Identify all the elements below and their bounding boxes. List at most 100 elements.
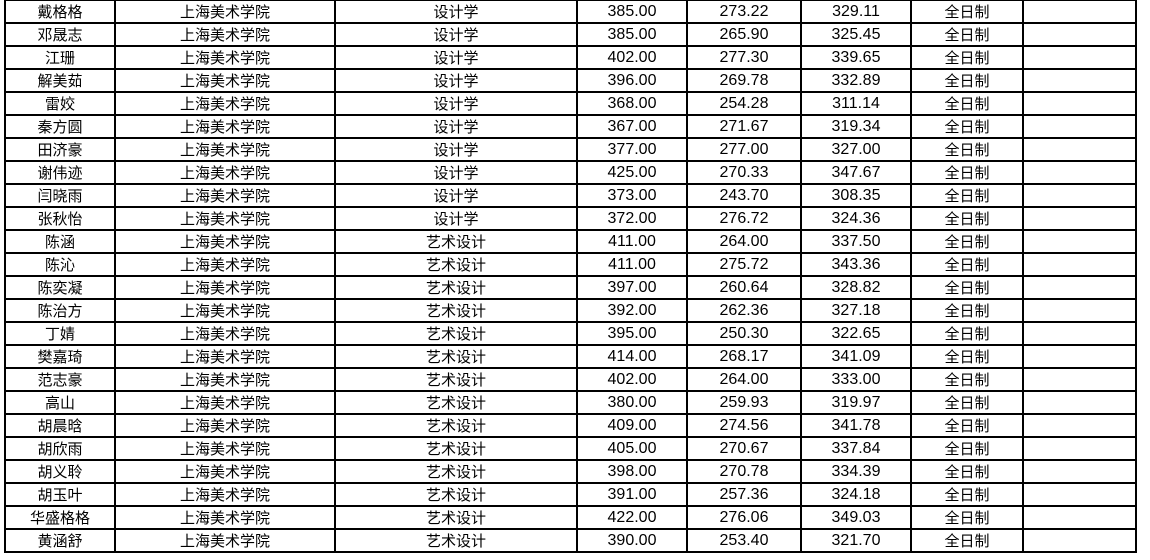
table-row: 丁婧 上海美术学院 艺术设计 395.00 250.30 322.65 全日制 bbox=[4, 321, 1137, 346]
note-cell bbox=[1022, 114, 1137, 139]
major-cell: 设计学 bbox=[334, 160, 578, 185]
student-name-cell: 解美茹 bbox=[4, 68, 116, 93]
score-3-cell: 333.00 bbox=[800, 367, 912, 392]
note-cell bbox=[1022, 459, 1137, 484]
score-2-cell: 268.17 bbox=[686, 344, 802, 369]
student-name-cell: 谢伟迹 bbox=[4, 160, 116, 185]
score-2-cell: 260.64 bbox=[686, 275, 802, 300]
study-mode-cell: 全日制 bbox=[910, 413, 1024, 438]
score-3-cell: 343.36 bbox=[800, 252, 912, 277]
school-cell: 上海美术学院 bbox=[114, 0, 336, 24]
table-row: 邓晟志 上海美术学院 设计学 385.00 265.90 325.45 全日制 bbox=[4, 22, 1137, 47]
table-row: 高山 上海美术学院 艺术设计 380.00 259.93 319.97 全日制 bbox=[4, 390, 1137, 415]
table-row: 谢伟迹 上海美术学院 设计学 425.00 270.33 347.67 全日制 bbox=[4, 160, 1137, 185]
school-cell: 上海美术学院 bbox=[114, 229, 336, 254]
major-cell: 艺术设计 bbox=[334, 436, 578, 461]
student-name-cell: 闫晓雨 bbox=[4, 183, 116, 208]
study-mode-cell: 全日制 bbox=[910, 505, 1024, 530]
major-cell: 艺术设计 bbox=[334, 459, 578, 484]
note-cell bbox=[1022, 160, 1137, 185]
student-name-cell: 张秋怡 bbox=[4, 206, 116, 231]
score-2-cell: 265.90 bbox=[686, 22, 802, 47]
score-2-cell: 262.36 bbox=[686, 298, 802, 323]
note-cell bbox=[1022, 91, 1137, 116]
note-cell bbox=[1022, 22, 1137, 47]
note-cell bbox=[1022, 252, 1137, 277]
school-cell: 上海美术学院 bbox=[114, 505, 336, 530]
score-2-cell: 270.67 bbox=[686, 436, 802, 461]
note-cell bbox=[1022, 482, 1137, 507]
score-1-cell: 377.00 bbox=[576, 137, 688, 162]
score-3-cell: 339.65 bbox=[800, 45, 912, 70]
major-cell: 设计学 bbox=[334, 68, 578, 93]
admission-table: 戴格格 上海美术学院 设计学 385.00 273.22 329.11 全日制 邓晟志 上海美术… bbox=[4, 0, 1137, 553]
study-mode-cell: 全日制 bbox=[910, 229, 1024, 254]
score-2-cell: 276.06 bbox=[686, 505, 802, 530]
table-row: 陈沁 上海美术学院 艺术设计 411.00 275.72 343.36 全日制 bbox=[4, 252, 1137, 277]
table-body: 戴格格 上海美术学院 设计学 385.00 273.22 329.11 全日制 邓晟志 上海美术… bbox=[4, 0, 1137, 553]
score-2-cell: 243.70 bbox=[686, 183, 802, 208]
score-1-cell: 405.00 bbox=[576, 436, 688, 461]
study-mode-cell: 全日制 bbox=[910, 390, 1024, 415]
score-2-cell: 269.78 bbox=[686, 68, 802, 93]
score-1-cell: 402.00 bbox=[576, 45, 688, 70]
score-3-cell: 332.89 bbox=[800, 68, 912, 93]
school-cell: 上海美术学院 bbox=[114, 436, 336, 461]
major-cell: 设计学 bbox=[334, 114, 578, 139]
school-cell: 上海美术学院 bbox=[114, 390, 336, 415]
note-cell bbox=[1022, 436, 1137, 461]
student-name-cell: 胡晨晗 bbox=[4, 413, 116, 438]
school-cell: 上海美术学院 bbox=[114, 367, 336, 392]
score-1-cell: 368.00 bbox=[576, 91, 688, 116]
note-cell bbox=[1022, 528, 1137, 553]
score-2-cell: 264.00 bbox=[686, 229, 802, 254]
study-mode-cell: 全日制 bbox=[910, 528, 1024, 553]
score-3-cell: 322.65 bbox=[800, 321, 912, 346]
school-cell: 上海美术学院 bbox=[114, 68, 336, 93]
table-row: 华盛格格 上海美术学院 艺术设计 422.00 276.06 349.03 全日制 bbox=[4, 505, 1137, 530]
score-1-cell: 391.00 bbox=[576, 482, 688, 507]
score-1-cell: 372.00 bbox=[576, 206, 688, 231]
score-2-cell: 274.56 bbox=[686, 413, 802, 438]
score-3-cell: 337.84 bbox=[800, 436, 912, 461]
school-cell: 上海美术学院 bbox=[114, 482, 336, 507]
school-cell: 上海美术学院 bbox=[114, 321, 336, 346]
major-cell: 设计学 bbox=[334, 45, 578, 70]
major-cell: 艺术设计 bbox=[334, 252, 578, 277]
table-row: 胡晨晗 上海美术学院 艺术设计 409.00 274.56 341.78 全日制 bbox=[4, 413, 1137, 438]
major-cell: 设计学 bbox=[334, 206, 578, 231]
major-cell: 艺术设计 bbox=[334, 321, 578, 346]
table-row: 秦方圆 上海美术学院 设计学 367.00 271.67 319.34 全日制 bbox=[4, 114, 1137, 139]
note-cell bbox=[1022, 413, 1137, 438]
major-cell: 艺术设计 bbox=[334, 275, 578, 300]
note-cell bbox=[1022, 206, 1137, 231]
school-cell: 上海美术学院 bbox=[114, 91, 336, 116]
student-name-cell: 邓晟志 bbox=[4, 22, 116, 47]
score-2-cell: 276.72 bbox=[686, 206, 802, 231]
note-cell bbox=[1022, 505, 1137, 530]
student-name-cell: 陈沁 bbox=[4, 252, 116, 277]
score-3-cell: 341.78 bbox=[800, 413, 912, 438]
score-1-cell: 422.00 bbox=[576, 505, 688, 530]
major-cell: 艺术设计 bbox=[334, 505, 578, 530]
score-3-cell: 324.36 bbox=[800, 206, 912, 231]
score-1-cell: 385.00 bbox=[576, 0, 688, 24]
school-cell: 上海美术学院 bbox=[114, 137, 336, 162]
table-row: 胡欣雨 上海美术学院 艺术设计 405.00 270.67 337.84 全日制 bbox=[4, 436, 1137, 461]
score-3-cell: 324.18 bbox=[800, 482, 912, 507]
score-2-cell: 264.00 bbox=[686, 367, 802, 392]
note-cell bbox=[1022, 137, 1137, 162]
student-name-cell: 黄涵舒 bbox=[4, 528, 116, 553]
study-mode-cell: 全日制 bbox=[910, 459, 1024, 484]
student-name-cell: 戴格格 bbox=[4, 0, 116, 24]
score-3-cell: 327.00 bbox=[800, 137, 912, 162]
table-row: 胡玉叶 上海美术学院 艺术设计 391.00 257.36 324.18 全日制 bbox=[4, 482, 1137, 507]
score-3-cell: 328.82 bbox=[800, 275, 912, 300]
school-cell: 上海美术学院 bbox=[114, 298, 336, 323]
study-mode-cell: 全日制 bbox=[910, 252, 1024, 277]
study-mode-cell: 全日制 bbox=[910, 183, 1024, 208]
student-name-cell: 胡欣雨 bbox=[4, 436, 116, 461]
school-cell: 上海美术学院 bbox=[114, 275, 336, 300]
major-cell: 艺术设计 bbox=[334, 482, 578, 507]
major-cell: 艺术设计 bbox=[334, 298, 578, 323]
